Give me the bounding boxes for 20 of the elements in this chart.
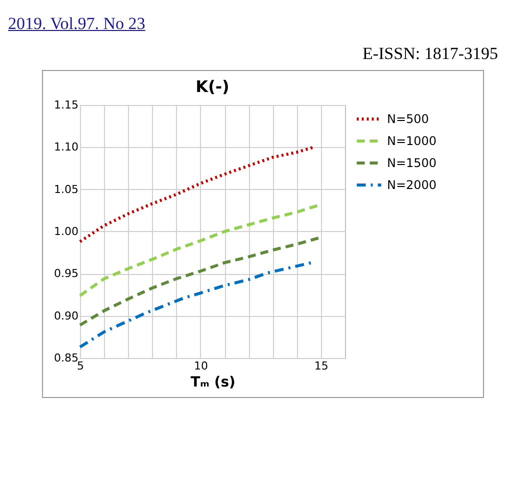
legend-label: N=500	[387, 112, 429, 126]
text: E-ISSN: 1817-3195	[362, 44, 498, 64]
legend-label: N=1000	[387, 134, 437, 148]
legend-label: N=2000	[387, 178, 437, 192]
y-tick-label: 1.15	[54, 98, 78, 112]
x-tick-label: 10	[194, 360, 208, 372]
y-tick-label: 0.95	[54, 267, 78, 280]
text: 2019. Vol.97. No 23	[8, 14, 146, 34]
x-axis-title: Tₘ (s)	[190, 374, 236, 390]
y-tick-label: 0.85	[54, 352, 78, 364]
y-tick-label: 1.10	[54, 140, 78, 154]
legend-label: N=1500	[387, 156, 437, 170]
x-tick-label: 5	[77, 360, 84, 372]
y-tick-label: 1.00	[54, 225, 78, 238]
line-series	[78, 146, 316, 244]
chart-title: K(-)	[196, 77, 230, 96]
y-tick-label: 1.05	[54, 182, 78, 196]
line-series	[78, 261, 313, 349]
y-tick-label: 0.90	[54, 309, 78, 322]
x-tick-label: 15	[314, 360, 328, 372]
